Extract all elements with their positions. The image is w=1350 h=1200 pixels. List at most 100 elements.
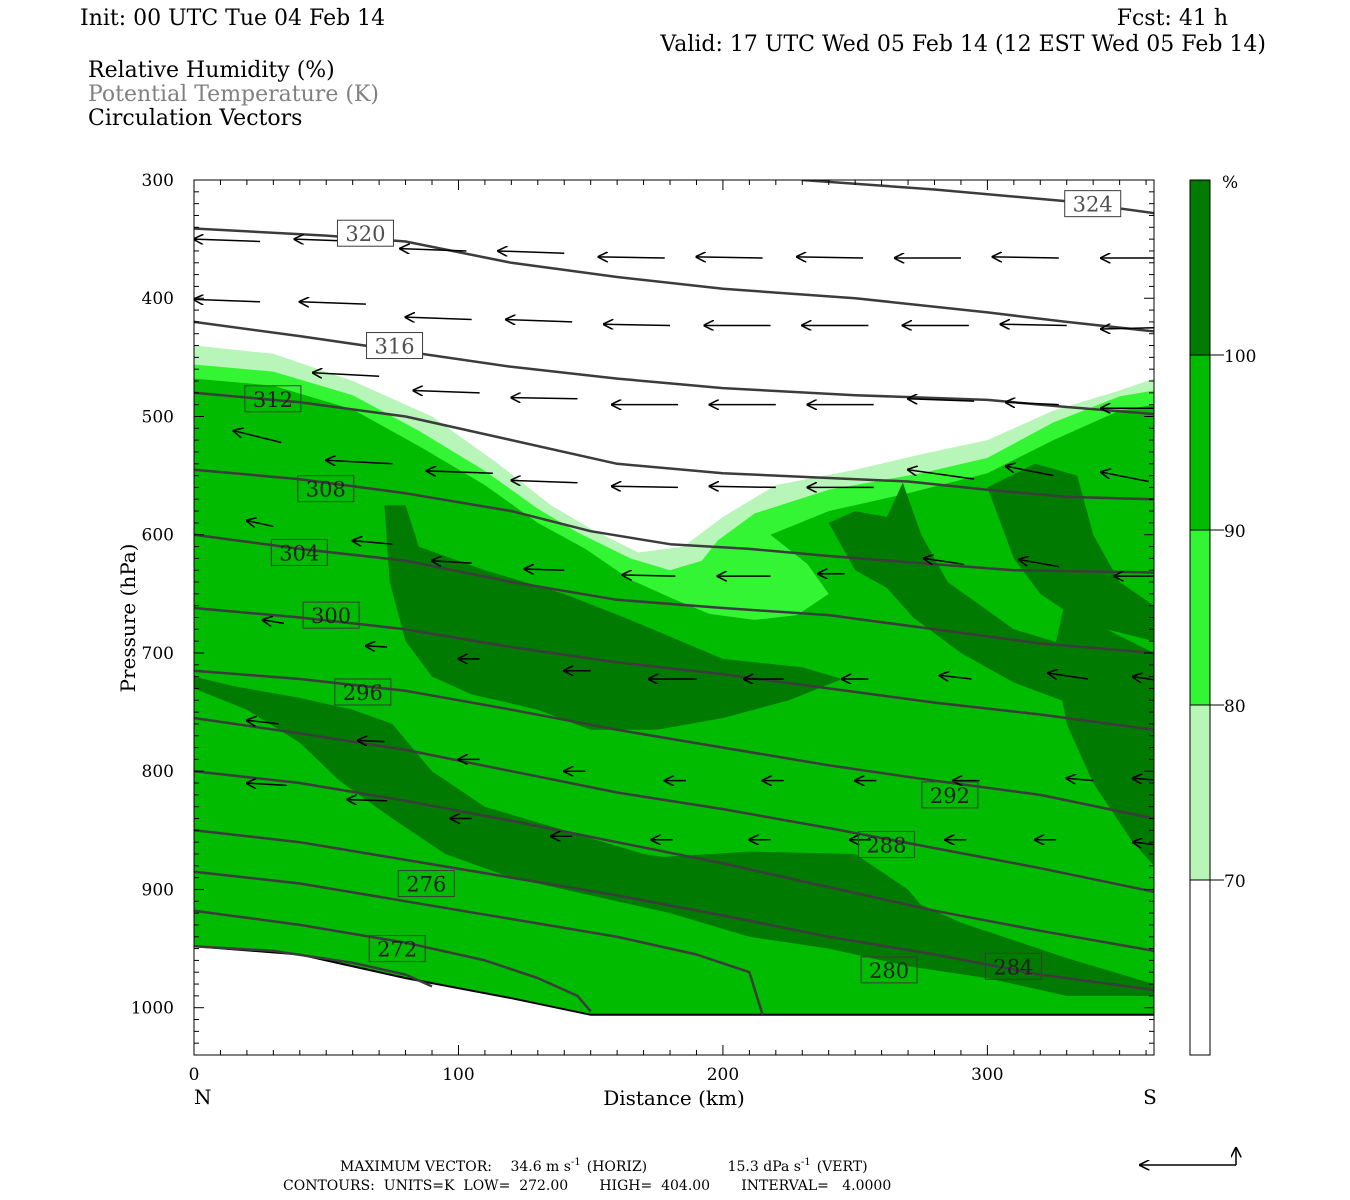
theta-label-292: 292 — [921, 781, 979, 809]
y-tick-label: 300 — [142, 171, 174, 191]
circulation-vector — [1006, 466, 1054, 477]
circulation-vector — [326, 460, 393, 464]
rh-region-100 — [617, 851, 948, 949]
circulation-vector — [1001, 324, 1067, 325]
circulation-vector — [924, 558, 964, 566]
circulation-vector — [1048, 673, 1088, 680]
colorbar-swatch — [1190, 880, 1210, 1055]
circulation-vector — [612, 486, 678, 487]
circulation-vector — [940, 675, 972, 679]
circulation-vector — [511, 398, 578, 399]
theta-label-box — [1064, 190, 1122, 218]
field-label-theta: Potential Temperature (K) — [88, 82, 379, 107]
theta-contour-296 — [194, 669, 1154, 820]
circulation-vector — [1133, 778, 1154, 780]
x-end-label-south: S — [1143, 1085, 1157, 1109]
circulation-vector — [710, 486, 776, 487]
x-tick-label: 200 — [707, 1065, 739, 1085]
theta-label-300: 300 — [302, 601, 360, 629]
theta-label-text: 304 — [279, 541, 319, 565]
circulation-vector — [313, 373, 380, 377]
field-label-vectors: Circulation Vectors — [88, 106, 302, 131]
y-tick-label: 900 — [142, 880, 174, 900]
max-vector-horiz-exponent: -1 — [571, 1157, 581, 1168]
theta-label-296: 296 — [334, 678, 392, 706]
theta-label-308: 308 — [297, 475, 355, 503]
colorbar-level-label: 80 — [1224, 697, 1246, 717]
theta-label-text: 316 — [374, 335, 414, 359]
circulation-vector — [1006, 402, 1059, 404]
theta-label-276: 276 — [397, 870, 455, 898]
circulation-vector — [908, 470, 975, 480]
circulation-vector — [400, 249, 467, 251]
terrain-mask — [194, 946, 1154, 1055]
circulation-vector — [506, 320, 573, 322]
circulation-vector — [358, 740, 385, 741]
plot-area: 324 320 316 312 308 304 300 296 292 288 284 280 276 2… — [194, 180, 1154, 1055]
theta-label-box — [984, 952, 1042, 980]
theta-label-box — [366, 332, 424, 360]
circulation-vector — [366, 646, 388, 647]
theta-label-text: 280 — [869, 959, 909, 983]
theta-label-text: 300 — [311, 604, 351, 628]
y-tick-label: 800 — [142, 762, 174, 782]
valid-time-label: Valid: 17 UTC Wed 05 Feb 14 (12 EST Wed … — [659, 32, 1266, 57]
colorbar: 70 80 90 100 — [1189, 179, 1256, 1056]
max-vector-vert-exponent: -1 — [801, 1157, 811, 1168]
max-vector-line: MAXIMUM VECTOR: 34.6 m s-1 (HORIZ) 15.3 d… — [340, 1157, 868, 1175]
theta-label-text: 296 — [343, 681, 383, 705]
theta-label-text: 284 — [993, 955, 1033, 979]
circulation-vector — [300, 302, 366, 304]
theta-label-272: 272 — [368, 935, 426, 963]
theta-label-316: 316 — [366, 332, 424, 360]
max-vector-horiz-tag: (HORIZ) — [587, 1159, 647, 1175]
theta-label-box — [334, 678, 392, 706]
theta-label-layer: 324 320 316 312 308 304 300 296 292 288 284 280 276 2… — [244, 190, 1122, 984]
colorbar-level-label: 70 — [1224, 872, 1246, 892]
x-end-label-north: N — [194, 1085, 212, 1109]
x-axis-title: Distance (km) — [603, 1086, 745, 1110]
theta-contour-312 — [194, 391, 1154, 501]
theta-contour-300 — [194, 606, 1154, 732]
circulation-vector — [194, 299, 261, 301]
y-tick-label: 500 — [142, 407, 174, 427]
rh100-fill-layer — [194, 463, 1154, 996]
theta-contour-304 — [194, 533, 1154, 655]
y-tick-label: 700 — [142, 644, 174, 664]
theta-label-box — [368, 935, 426, 963]
theta-contour-308 — [194, 468, 1154, 574]
circulation-vector — [908, 399, 975, 401]
colorbar-swatch — [1190, 705, 1210, 880]
y-axis-title: Pressure (hPa) — [116, 544, 140, 693]
forecast-hour-label: Fcst: 41 h — [1117, 6, 1228, 31]
circulation-vector — [599, 257, 665, 258]
theta-label-box — [297, 475, 355, 503]
colorbar-level-label: 100 — [1224, 347, 1256, 367]
field-label-rh: Relative Humidity (%) — [88, 58, 335, 83]
rh-region-100 — [1053, 593, 1154, 866]
theta-label-box — [857, 831, 915, 859]
y-tick-label: 600 — [142, 526, 174, 546]
theta-contour-288 — [194, 769, 1154, 953]
circulation-vector — [511, 480, 578, 482]
x-tick-label: 100 — [442, 1065, 474, 1085]
theta-contour-272 — [194, 944, 433, 988]
circulation-vector — [797, 257, 864, 258]
circulation-vector — [247, 521, 274, 527]
contours-info-line: CONTOURS: UNITS=K LOW= 272.00 HIGH= 404.… — [283, 1178, 891, 1194]
theta-label-text: 312 — [253, 388, 293, 412]
y-tick-label: 400 — [142, 289, 174, 309]
circulation-vector-layer — [194, 239, 1154, 846]
theta-label-324: 324 — [1064, 190, 1122, 218]
theta-label-box — [921, 781, 979, 809]
colorbar-frame — [1189, 179, 1211, 1056]
max-vector-horiz: 34.6 m s — [510, 1159, 571, 1175]
reference-vector — [1140, 1148, 1236, 1165]
theta-label-text: 324 — [1073, 193, 1113, 217]
theta-contour-276 — [194, 909, 592, 1013]
theta-contour-284 — [194, 829, 1154, 992]
colorbar-level-label: 90 — [1224, 522, 1246, 542]
circulation-vector — [1133, 677, 1154, 683]
theta-contour-292 — [194, 716, 1154, 894]
